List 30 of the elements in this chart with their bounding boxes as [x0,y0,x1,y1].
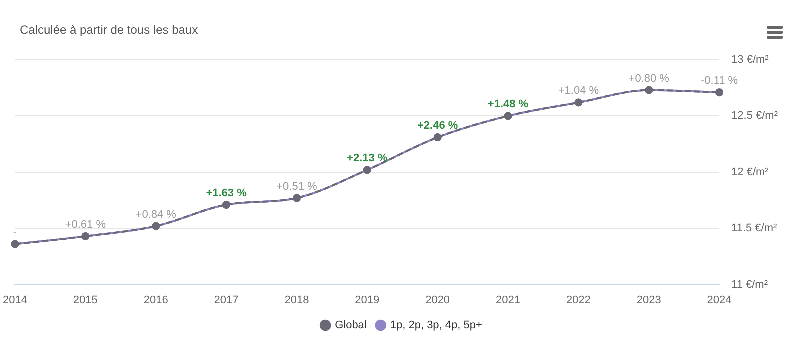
x-tick-label: 2018 [284,294,310,306]
annotation: +0.61 % [65,219,106,231]
y-tick-label: 11 €/m² [732,278,768,291]
legend-label: 1p, 2p, 3p, 4p, 5p+ [390,320,482,332]
y-tick-label: 12 €/m² [732,166,770,178]
annotation: +0.51 % [276,180,318,193]
x-tick-label: 2014 [2,294,28,306]
x-tick-label: 2023 [636,294,662,306]
y-tick-label: 13 €/m² [732,54,770,66]
y-tick-label: 11.5 €/m² [732,222,778,235]
annotation: +1.04 % [558,85,600,98]
annotation: +0.80 % [628,72,670,85]
x-tick-label: 2019 [355,294,380,306]
annotation: +0.84 % [136,208,177,221]
x-tick-label: 2020 [426,294,450,306]
annotation: - [13,226,18,239]
x-tick-label: 2015 [73,294,98,306]
x-tick-label: 2016 [144,294,168,306]
x-tick-label: 2021 [496,294,520,306]
x-tick-label: 2022 [566,294,591,306]
x-tick-label: 2017 [214,294,239,306]
annotation: +2.13 % [347,152,388,165]
annotation: -0.11 % [700,75,738,88]
annotation: +2.46 % [417,120,458,132]
x-tick-label: 2024 [707,294,732,306]
y-tick-label: 12.5 €/m² [732,110,778,122]
legend-label: Global [335,320,367,332]
annotation: +1.48 % [488,98,529,111]
annotation: +1.63 % [206,188,248,200]
chart-title: Calculée à partir de tous les baux [20,23,198,37]
